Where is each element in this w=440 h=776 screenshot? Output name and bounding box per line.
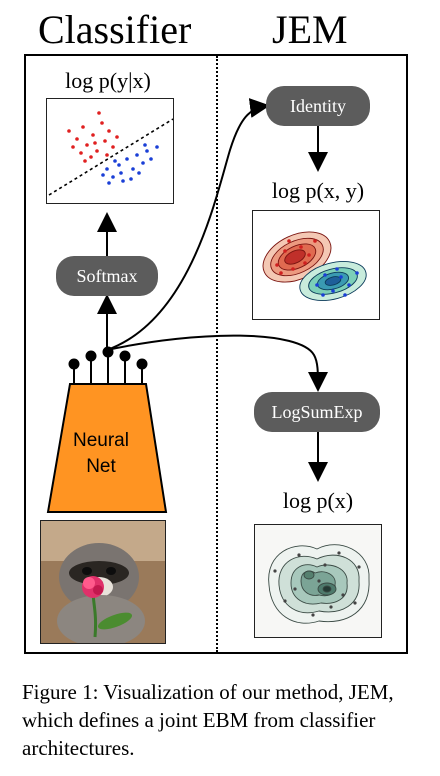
figure-caption: Figure 1: Visualization of our method, J… — [22, 680, 394, 760]
marginal-formula: log p(x) — [282, 488, 354, 513]
joint-density-plot — [252, 210, 380, 320]
marginal-density-plot — [254, 524, 382, 638]
column-divider — [216, 56, 218, 652]
classifier-plot — [46, 98, 174, 204]
identity-node: Identity — [266, 86, 370, 126]
classifier-header: Classifier — [38, 7, 192, 52]
joint-formula: log p(x, y) — [271, 178, 365, 203]
neural-net-label: Neural Net — [73, 430, 129, 477]
arrow-net-to-logsumexp — [106, 334, 328, 392]
jem-header: JEM — [272, 7, 348, 52]
logsumexp-node: LogSumExp — [254, 392, 380, 432]
softmax-node: Softmax — [56, 256, 158, 296]
conditional-formula: log p(y|x) — [65, 68, 151, 93]
arrow-net-to-identity — [106, 98, 270, 351]
network-output-pins — [68, 346, 148, 384]
input-image — [40, 520, 166, 644]
figure-frame — [24, 54, 408, 654]
neural-net-shape — [46, 383, 168, 513]
